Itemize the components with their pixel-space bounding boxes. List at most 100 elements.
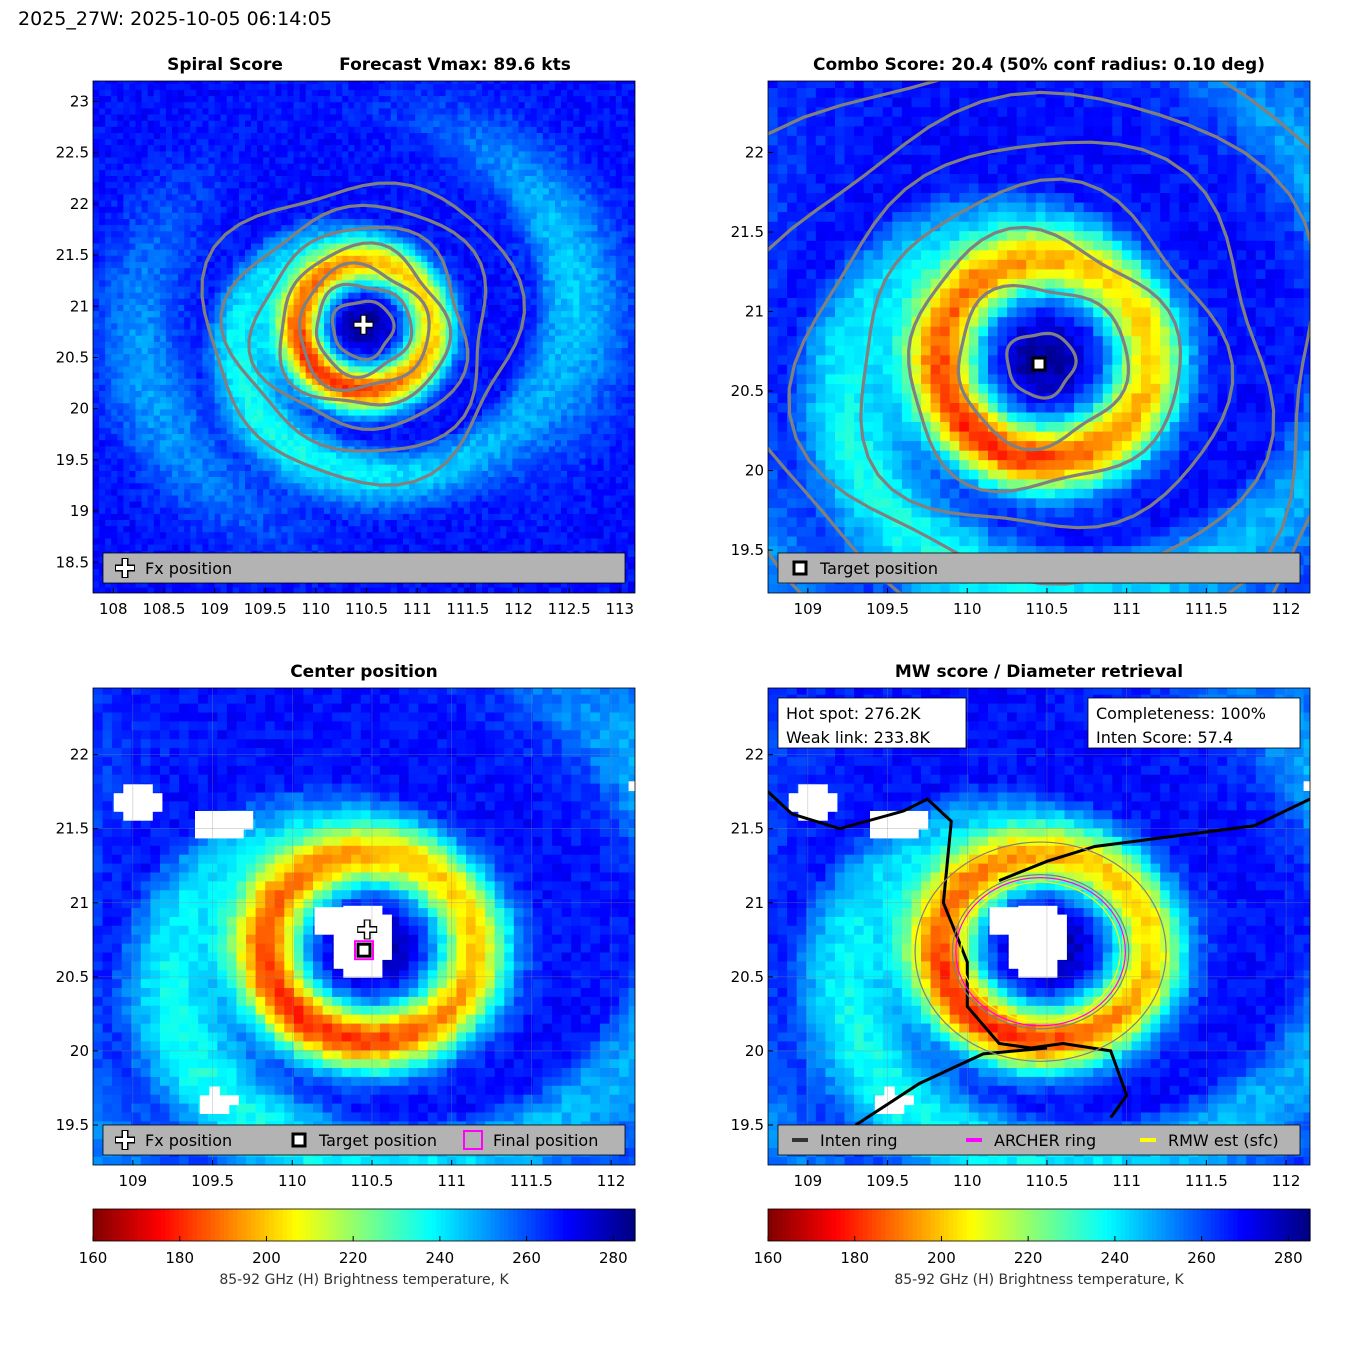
colorbar-cell [463, 1209, 469, 1241]
land-mask [827, 793, 838, 803]
colorbar-cell [418, 1209, 424, 1241]
y-tick-label: 21.5 [56, 820, 89, 838]
contour-line [768, 90, 1310, 593]
colorbar-cell [849, 1209, 855, 1241]
colorbar-cell [1197, 1209, 1203, 1241]
land-mask [218, 1104, 230, 1114]
colorbar-cell [291, 1209, 297, 1241]
legend-label: Target position [318, 1131, 437, 1150]
colorbar-cell [282, 1209, 288, 1241]
land-mask [889, 819, 900, 830]
colorbar-cell [558, 1209, 564, 1241]
axes-frame [92, 687, 636, 1166]
land-mask [381, 914, 392, 925]
land-mask [233, 828, 244, 839]
colorbar-cell [580, 1209, 586, 1241]
colorbar-cell [1165, 1209, 1171, 1241]
colorbar-cell [508, 1209, 514, 1241]
land-mask [209, 1104, 220, 1114]
colorbar-cell [589, 1209, 595, 1241]
land-mask [372, 914, 383, 925]
colorbar-cell [971, 1209, 977, 1241]
land-mask [352, 968, 364, 978]
colorbar-tick-label: 180 [840, 1249, 869, 1267]
x-tick-label: 109.5 [244, 600, 287, 618]
legend-plus-icon [116, 1131, 134, 1149]
land-mask [1018, 932, 1029, 943]
colorbar-cell [980, 1209, 986, 1241]
x-tick-label: 110.5 [1025, 1172, 1068, 1190]
contour-line [906, 225, 1183, 494]
land-mask [204, 828, 215, 839]
colorbar-cell [1219, 1209, 1225, 1241]
land-mask [908, 819, 919, 830]
colorbar-cell [233, 1209, 239, 1241]
colorbar-cell [1255, 1209, 1261, 1241]
y-tick-label: 21.5 [731, 223, 764, 241]
colorbar-tick-label: 240 [426, 1249, 455, 1267]
colorbar-cell [1151, 1209, 1158, 1241]
colorbar-cell [1020, 1209, 1027, 1241]
colorbar-cell [264, 1209, 270, 1241]
land-mask [142, 802, 153, 812]
colorbar-cell [391, 1209, 397, 1241]
y-tick-label: 20 [745, 462, 764, 480]
colorbar-cell [1133, 1209, 1139, 1241]
land-mask [195, 819, 206, 830]
colorbar-cell [1007, 1209, 1013, 1241]
land-mask [204, 819, 215, 830]
y-tick-label: 21 [70, 297, 89, 315]
colorbar-cell [422, 1209, 428, 1241]
land-mask [1037, 905, 1048, 916]
colorbar-cell [1088, 1209, 1094, 1241]
land-mask [889, 828, 900, 839]
land-mask [898, 819, 910, 830]
colorbar-cell [485, 1209, 492, 1241]
land-mask [917, 811, 929, 821]
land-mask [807, 802, 819, 812]
land-mask [142, 811, 153, 821]
colorbar-cell [1061, 1209, 1067, 1241]
land-mask [362, 968, 373, 978]
colorbar-cell [799, 1209, 805, 1241]
colorbar-cell [921, 1209, 927, 1241]
colorbar-frame [767, 1208, 1311, 1242]
colorbar-cell [1066, 1209, 1072, 1241]
colorbar-cell [1251, 1209, 1257, 1241]
ring-inten-ring [951, 874, 1130, 1030]
land-mask [1027, 941, 1039, 951]
colorbar-cell [930, 1209, 936, 1241]
land-mask [333, 959, 345, 969]
land-mask [214, 819, 225, 830]
x-tick-label: 110 [953, 600, 982, 618]
colorbar-cell [205, 1209, 212, 1241]
land-mask [233, 819, 244, 830]
land-mask [1303, 781, 1310, 791]
colorbar-cell [876, 1209, 882, 1241]
colorbar-cell [953, 1209, 959, 1241]
land-mask [333, 941, 345, 951]
ring-rmw-est-sfc- [960, 881, 1121, 1022]
colorbar-cell [1016, 1209, 1022, 1241]
y-tick-label: 22 [70, 746, 89, 764]
colorbar-cell [120, 1209, 126, 1241]
colorbar-cell [223, 1209, 230, 1241]
plot-area [93, 688, 635, 1165]
colorbar: 160 180 200 220 240 260 280 85-92 GHz (H) Brigh… [79, 1208, 636, 1288]
contour-line [1005, 331, 1078, 400]
land-mask [1018, 968, 1029, 978]
ring-archer-ring [955, 877, 1126, 1027]
colorbar-cell [138, 1209, 144, 1241]
colorbar-cell [889, 1209, 896, 1241]
x-tick-label: 108 [99, 600, 128, 618]
colorbar-cell [1048, 1209, 1054, 1241]
colorbar-label: 85-92 GHz (H) Brightness temperature, K [894, 1272, 1184, 1288]
colorbar-cell [386, 1209, 392, 1241]
land-mask [1018, 923, 1029, 934]
colorbar-cell [598, 1209, 604, 1241]
colorbar-cell [1206, 1209, 1212, 1241]
x-tick-label: 109 [119, 1172, 148, 1190]
land-mask [807, 811, 819, 821]
colorbar-cell [373, 1209, 379, 1241]
target-position-marker [356, 942, 372, 958]
